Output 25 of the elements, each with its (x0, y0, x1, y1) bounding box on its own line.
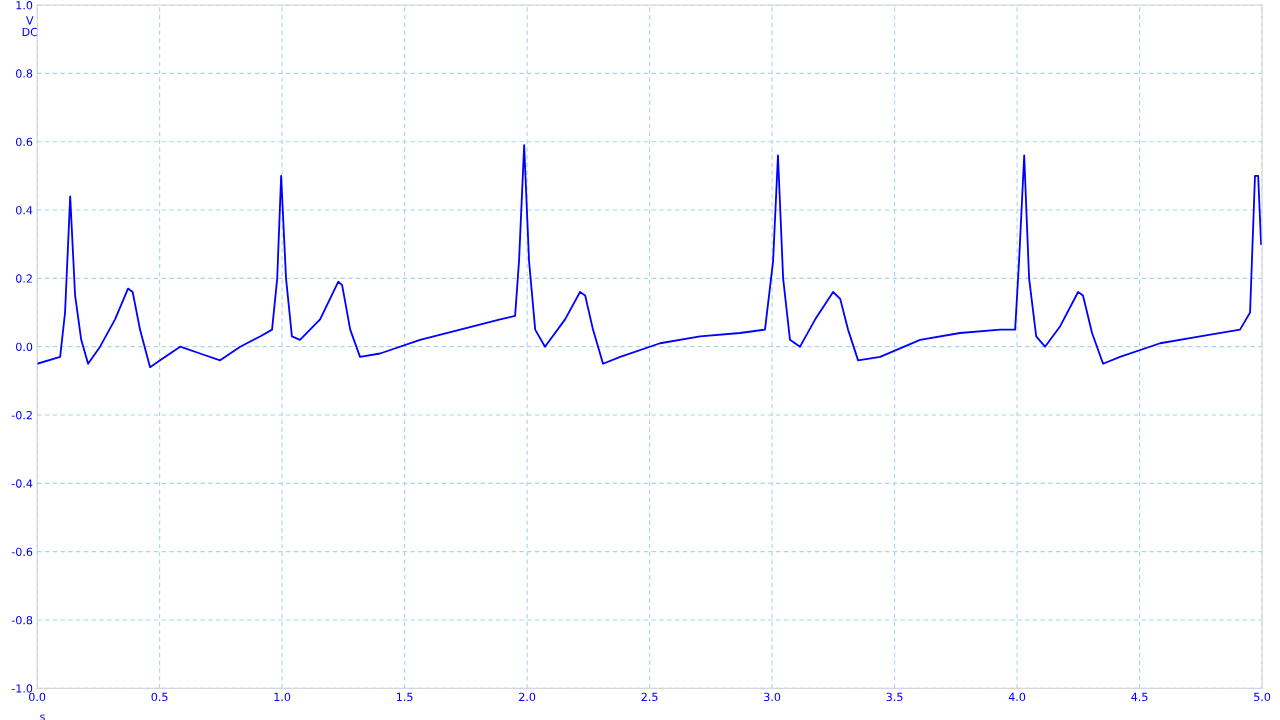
x-tick-label: 2.0 (519, 692, 536, 702)
y-tick-label: 0.6 (16, 137, 33, 147)
y-tick-label: -0.8 (11, 615, 33, 625)
y-tick-label: -1.0 (11, 684, 33, 693)
x-tick-label: 2.5 (641, 692, 658, 702)
y-tick-label: 0.2 (16, 274, 32, 283)
x-axis-title: s (40, 714, 45, 720)
line-series (37, 144, 1263, 369)
x-tick-label: 1.5 (396, 692, 413, 702)
x-tick-label: 1.0 (274, 692, 291, 702)
y-tick-label: 0.4 (16, 206, 33, 215)
x-tick-label: 4.5 (1131, 692, 1148, 702)
y-tick-label: 0.0 (16, 342, 33, 352)
x-tick-label: 3.0 (764, 692, 781, 702)
y-axis-title: V DC (22, 16, 38, 37)
x-tick-label: 3.5 (886, 692, 903, 702)
x-tick-label: 5.0 (1254, 692, 1271, 702)
x-tick-label: 0.0 (29, 692, 46, 702)
y-tick-label: -0.4 (11, 479, 33, 488)
y-tick-label: 1.0 (16, 1, 33, 10)
y-tick-label: -0.6 (11, 547, 33, 557)
x-tick-label: 0.5 (151, 692, 168, 702)
x-tick-label: 4.0 (1008, 692, 1026, 702)
y-tick-label: 0.8 (16, 69, 33, 78)
y-tick-label: -0.2 (11, 410, 32, 420)
